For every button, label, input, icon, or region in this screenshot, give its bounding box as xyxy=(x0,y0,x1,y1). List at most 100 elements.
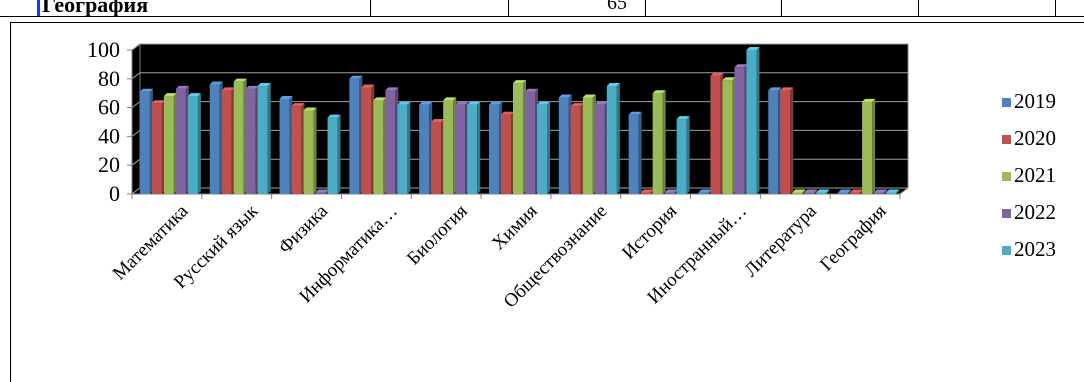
bar xyxy=(467,101,481,194)
bar-side xyxy=(884,189,888,194)
bar-face xyxy=(874,192,885,194)
bar xyxy=(279,95,293,194)
bar-face xyxy=(582,97,593,194)
bar xyxy=(431,119,445,194)
bar-side xyxy=(407,101,411,194)
bar-side xyxy=(337,114,341,194)
bar-face xyxy=(291,106,302,194)
bar xyxy=(501,111,514,194)
bar-face xyxy=(734,67,745,194)
legend-item[interactable]: 2022 xyxy=(1002,200,1056,224)
y-tick-label: 40 xyxy=(98,123,120,148)
bar xyxy=(594,101,608,194)
bar-face xyxy=(628,114,639,194)
bar-side xyxy=(790,87,794,194)
bar-face xyxy=(373,100,384,194)
bar-side xyxy=(814,189,818,194)
legend-swatch xyxy=(1002,98,1011,107)
bar xyxy=(361,84,375,194)
bar-side xyxy=(872,98,876,194)
bar-face xyxy=(838,192,849,194)
bar xyxy=(187,93,201,194)
gridline xyxy=(131,158,141,166)
bar xyxy=(606,83,620,194)
bar xyxy=(652,90,666,194)
bar-face xyxy=(768,90,779,194)
bar-face xyxy=(537,104,547,194)
bar-top xyxy=(780,87,794,91)
legend-label: 2019 xyxy=(1014,89,1056,113)
bar-top xyxy=(431,119,445,122)
bar xyxy=(385,87,399,194)
bar-side xyxy=(313,107,317,194)
bar-face xyxy=(501,114,511,194)
bar-face xyxy=(187,96,198,194)
bar-top xyxy=(315,189,329,193)
bar-top xyxy=(698,189,712,193)
table-divider xyxy=(781,0,782,16)
bar xyxy=(489,101,502,194)
bar xyxy=(734,64,748,194)
table-divider xyxy=(508,0,509,16)
legend-item[interactable]: 2021 xyxy=(1002,163,1056,187)
legend[interactable]: 2019 2020 2021 2022 2023 xyxy=(1002,89,1056,261)
bar-top xyxy=(838,189,852,193)
bar-top xyxy=(291,103,305,107)
bar-face xyxy=(698,192,709,194)
bar-top xyxy=(768,87,782,91)
legend-label: 2023 xyxy=(1014,237,1056,261)
bar-top xyxy=(582,94,596,98)
bar-face xyxy=(722,80,733,194)
gridline xyxy=(131,43,141,51)
bar-face xyxy=(780,90,791,194)
bar-face xyxy=(163,96,174,194)
bar-face xyxy=(361,87,372,194)
bar xyxy=(163,93,177,194)
bar-top xyxy=(710,72,724,76)
bar xyxy=(221,87,235,194)
bar-face xyxy=(221,90,232,194)
chart-frame xyxy=(10,22,1084,382)
bar-face xyxy=(245,88,256,194)
legend-item[interactable]: 2023 xyxy=(1002,237,1056,261)
bar-top xyxy=(570,103,584,107)
bar-side xyxy=(848,189,852,194)
bar-top xyxy=(862,98,876,102)
bar-top xyxy=(537,101,550,105)
text-cursor xyxy=(37,0,40,16)
legend-item[interactable]: 2020 xyxy=(1002,126,1056,150)
bar xyxy=(525,88,538,194)
bar-side xyxy=(638,111,642,194)
bar xyxy=(397,101,411,194)
bar xyxy=(419,101,433,194)
bar-face xyxy=(640,192,651,194)
bar-face xyxy=(676,119,687,194)
x-tick-label: Химия xyxy=(488,201,542,255)
bar-face xyxy=(209,84,220,194)
bar-top xyxy=(664,189,678,193)
bar xyxy=(233,78,247,194)
bar-face xyxy=(385,90,396,194)
bar-top xyxy=(233,78,247,82)
bar-top xyxy=(467,101,481,105)
gridline xyxy=(131,72,141,80)
table-cell-value: 65 xyxy=(607,0,627,14)
bar-face xyxy=(816,192,827,194)
y-tick-label: 20 xyxy=(98,152,120,177)
bar-face xyxy=(513,83,523,194)
bar-top xyxy=(501,111,514,115)
table-divider xyxy=(645,0,646,16)
legend-item[interactable]: 2019 xyxy=(1002,89,1056,113)
bar-top xyxy=(443,97,457,101)
legend-swatch xyxy=(1002,135,1011,144)
bar xyxy=(722,77,736,194)
bar xyxy=(537,101,550,194)
bar-face xyxy=(349,78,360,194)
bar-face xyxy=(151,103,162,194)
bar-top xyxy=(676,116,690,120)
plot-side-wall xyxy=(131,43,141,195)
bar xyxy=(257,83,271,194)
bar-top xyxy=(606,83,620,86)
bar xyxy=(245,85,259,194)
